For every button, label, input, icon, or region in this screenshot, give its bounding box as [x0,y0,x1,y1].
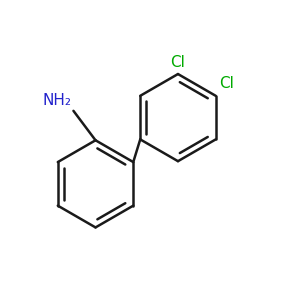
Text: NH₂: NH₂ [43,94,72,109]
Text: Cl: Cl [219,76,233,92]
Text: Cl: Cl [170,55,185,70]
